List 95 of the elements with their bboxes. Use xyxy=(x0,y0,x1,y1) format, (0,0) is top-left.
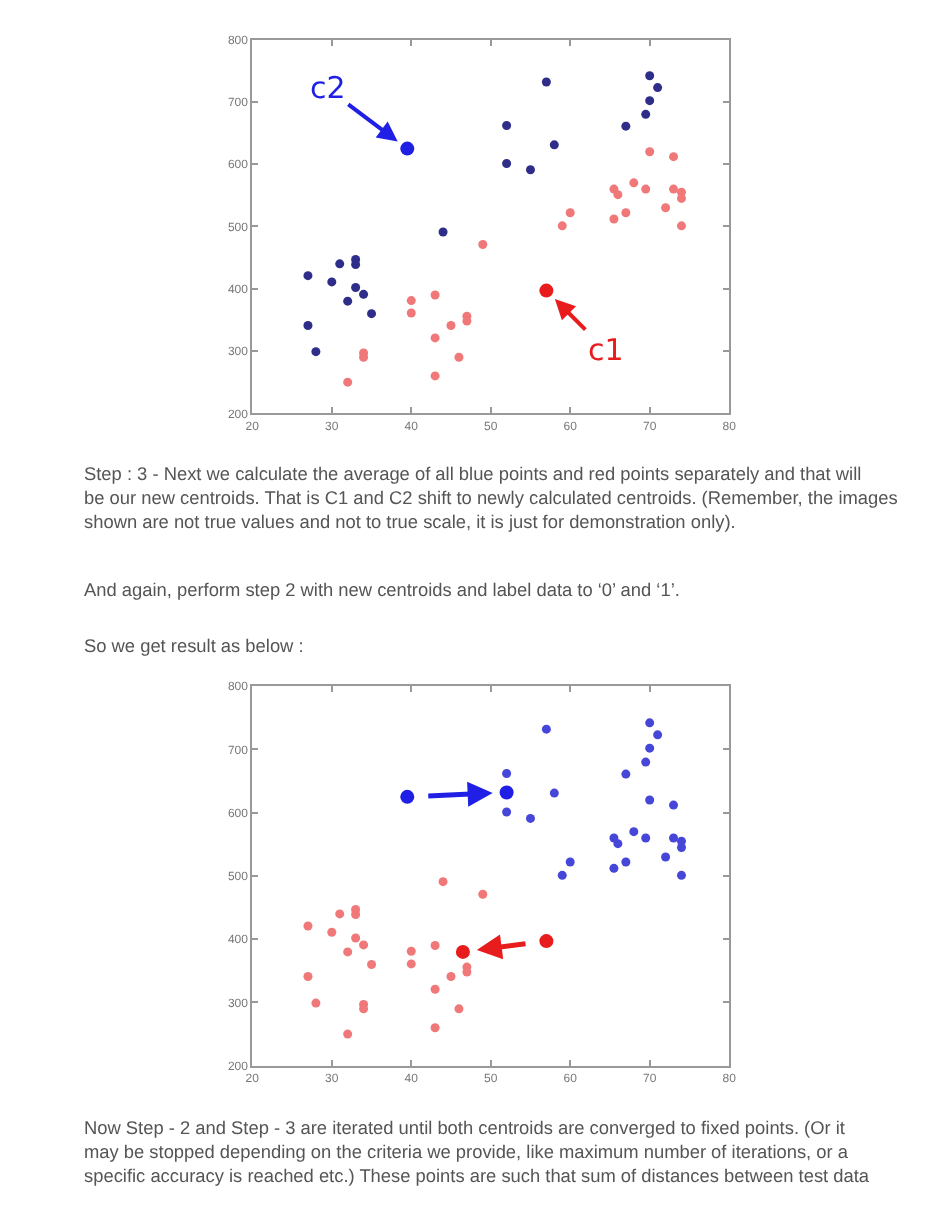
point xyxy=(669,152,679,162)
point xyxy=(478,240,488,250)
point xyxy=(343,296,353,306)
point xyxy=(641,109,651,119)
point xyxy=(641,757,651,767)
point xyxy=(367,309,377,319)
point xyxy=(311,998,321,1008)
text: So we get result as below : xyxy=(84,636,304,656)
point xyxy=(502,121,512,131)
point xyxy=(303,972,313,982)
point xyxy=(539,934,554,949)
point xyxy=(669,833,679,843)
point xyxy=(311,347,321,357)
point xyxy=(645,743,655,753)
point xyxy=(541,724,551,734)
point xyxy=(343,947,353,957)
point xyxy=(303,320,313,330)
point xyxy=(565,857,575,867)
point xyxy=(645,71,655,81)
point xyxy=(359,289,369,299)
text: And again, perform step 2 with new centroids and label data to ‘0’ and ‘1’. xyxy=(84,580,680,600)
point xyxy=(335,909,345,919)
annotation: c1 xyxy=(588,332,624,368)
point xyxy=(669,800,679,810)
point xyxy=(669,184,679,194)
point xyxy=(621,769,631,779)
point xyxy=(478,889,488,899)
point xyxy=(455,944,470,959)
point xyxy=(406,296,416,306)
point xyxy=(641,184,651,194)
point xyxy=(541,77,551,87)
point xyxy=(645,96,655,106)
point xyxy=(335,259,345,269)
point xyxy=(653,730,663,740)
point xyxy=(430,1023,440,1033)
point xyxy=(502,768,512,778)
point xyxy=(446,972,456,982)
point xyxy=(645,795,655,805)
point xyxy=(629,178,639,188)
text: Step : 3 - Next we calculate the average of all blue points and red points separately and that will be our new centroids. That is C1 and C2 shift to newly calculated centroids. (Remember, the images shown are not true values and not to true scale, it is just for demonstration only). xyxy=(84,464,899,532)
point xyxy=(502,807,512,817)
point xyxy=(454,352,464,362)
point xyxy=(609,214,619,224)
point xyxy=(645,147,655,157)
point xyxy=(430,371,440,381)
point xyxy=(549,140,559,150)
point xyxy=(367,960,377,970)
point xyxy=(676,870,686,880)
point xyxy=(613,839,623,849)
point xyxy=(406,959,416,969)
text: Now Step - 2 and Step - 3 are iterated until both centroids are converged to fixed points. (Or it may be stopped depending on the criteria we provide, like maximum number of iterations, or a specific accuracy is reached etc.) These points are such that sum of distances between test data xyxy=(84,1118,871,1186)
point xyxy=(430,290,440,300)
point xyxy=(629,827,639,837)
point xyxy=(525,165,535,175)
point xyxy=(430,333,440,343)
point xyxy=(653,83,663,93)
point xyxy=(525,813,535,823)
point xyxy=(406,308,416,318)
point xyxy=(557,870,567,880)
point xyxy=(438,877,448,887)
point xyxy=(359,940,369,950)
point xyxy=(557,221,567,231)
point xyxy=(641,833,651,843)
point xyxy=(661,203,671,213)
point xyxy=(613,190,623,200)
point xyxy=(351,910,361,920)
point xyxy=(303,271,313,281)
point xyxy=(406,946,416,956)
point xyxy=(621,857,631,867)
point xyxy=(430,984,440,994)
point xyxy=(303,921,313,931)
point xyxy=(430,941,440,951)
point xyxy=(438,227,448,237)
point xyxy=(549,788,559,798)
point xyxy=(343,377,353,387)
point xyxy=(502,159,512,169)
point xyxy=(621,121,631,131)
point xyxy=(676,221,686,231)
point xyxy=(661,852,671,862)
point xyxy=(400,789,415,804)
point xyxy=(327,277,337,287)
point xyxy=(609,863,619,873)
point xyxy=(454,1004,464,1014)
annotation: c2 xyxy=(310,70,346,106)
point xyxy=(539,283,554,298)
point xyxy=(645,718,655,728)
point xyxy=(351,933,361,943)
point xyxy=(499,785,514,800)
point xyxy=(565,208,575,218)
point xyxy=(621,208,631,218)
point xyxy=(446,320,456,330)
point xyxy=(327,927,337,937)
point xyxy=(400,141,415,156)
point xyxy=(351,282,361,292)
point xyxy=(343,1029,353,1039)
